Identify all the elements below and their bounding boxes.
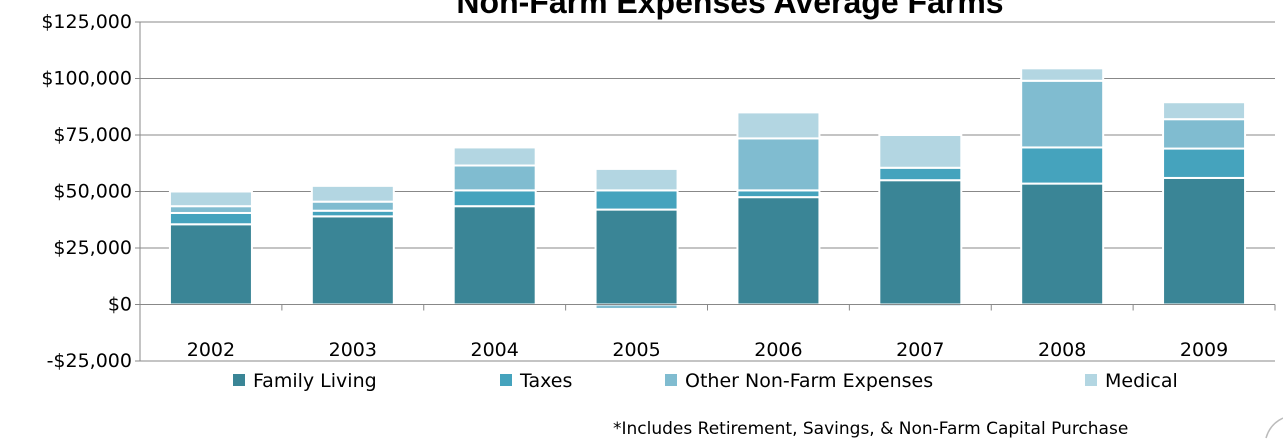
legend-label: Taxes [519, 370, 572, 392]
legend-label: Medical [1105, 370, 1178, 392]
bar-segment [736, 196, 821, 306]
bar-segment [452, 164, 537, 192]
bar-segment [168, 205, 253, 214]
footnote: *Includes Retirement, Savings, & Non-Far… [613, 419, 1128, 439]
legend-swatch [500, 374, 512, 386]
bar-segment [168, 211, 253, 226]
x-tick-label: 2006 [754, 339, 802, 361]
x-tick-label: 2004 [471, 339, 519, 361]
legend-label: Family Living [253, 370, 377, 392]
x-tick-label: 2005 [612, 339, 660, 361]
bar-segment [452, 146, 537, 167]
bar-segment [1162, 147, 1247, 179]
y-tick-label: $50,000 [53, 181, 132, 203]
x-tick-label: 2003 [329, 339, 377, 361]
y-tick-label: $100,000 [41, 68, 132, 90]
bar-segment [452, 205, 537, 306]
x-axis-tick-labels: 2002 2003 2004 2005 2006 2007 2008 2009 [187, 339, 1228, 361]
bars [168, 67, 1247, 311]
bar-segment [1020, 79, 1105, 149]
x-tick-label: 2002 [187, 339, 235, 361]
legend-label: Other Non-Farm Expenses [685, 370, 933, 392]
bar-segment [1020, 146, 1105, 185]
bar-segment [1020, 67, 1105, 82]
bar-segment [310, 200, 395, 212]
bar-segment [594, 167, 679, 192]
y-tick-label: -$25,000 [47, 350, 132, 372]
bar-segment [878, 166, 963, 182]
bar-segment [594, 208, 679, 306]
bar-segment [310, 184, 395, 203]
legend: Family Living Taxes Other Non-Farm Expense… [233, 370, 1178, 392]
bar-segment [594, 303, 679, 311]
bar-segment [1162, 118, 1247, 150]
y-tick-label: $75,000 [53, 124, 132, 146]
x-tick-label: 2007 [896, 339, 944, 361]
y-axis-tick-labels: -$25,000 $0 $25,000 $50,000 $75,000 $100,000 $… [41, 11, 132, 372]
bar-segment [168, 223, 253, 306]
corner-decoration [1265, 417, 1283, 439]
bar-segment [310, 215, 395, 306]
legend-swatch [233, 374, 245, 386]
bar-segment [168, 190, 253, 208]
x-tick-label: 2008 [1038, 339, 1086, 361]
bar-segment [1020, 182, 1105, 306]
y-tick-label: $125,000 [41, 11, 132, 33]
bar-segment [736, 189, 821, 199]
bar-segment [736, 137, 821, 192]
x-tick-label: 2009 [1180, 339, 1228, 361]
bar-segment [878, 179, 963, 306]
bar-segment [594, 189, 679, 211]
y-tick-label: $0 [108, 294, 132, 316]
legend-swatch [1085, 374, 1097, 386]
bar-segment [1162, 101, 1247, 121]
bar-segment [736, 111, 821, 140]
bar-segment [1162, 176, 1247, 306]
bar-segment [878, 134, 963, 169]
y-tick-label: $25,000 [53, 237, 132, 259]
chart-title: Non-Farm Expenses Average Farms [456, 0, 1003, 20]
bar-segment [452, 189, 537, 208]
legend-swatch [665, 374, 677, 386]
axes [135, 21, 1276, 362]
